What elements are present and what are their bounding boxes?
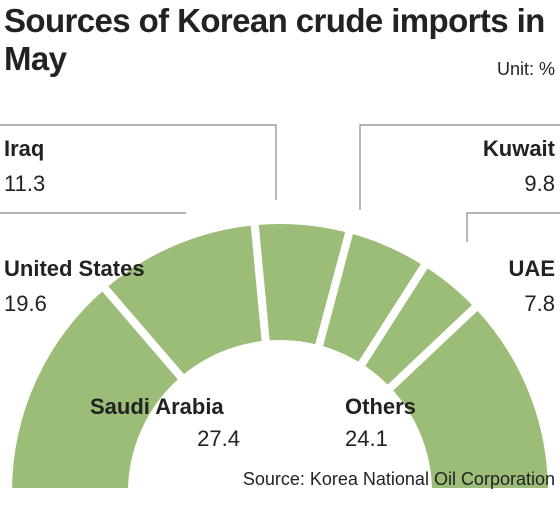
value-label: 24.1 xyxy=(345,426,388,451)
category-label: Iraq xyxy=(4,136,44,161)
value-label: 9.8 xyxy=(524,171,555,196)
category-label: Saudi Arabia xyxy=(90,394,224,419)
chart-title: Sources of Korean crude imports in May xyxy=(4,2,545,77)
wedge xyxy=(3,280,190,496)
unit: Unit: % xyxy=(497,59,555,79)
value-label: 19.6 xyxy=(4,291,47,316)
leader-line xyxy=(0,124,277,200)
category-label: Kuwait xyxy=(483,136,556,161)
leader-line xyxy=(466,212,560,242)
category-label: United States xyxy=(4,256,145,281)
value-label: 27.4 xyxy=(197,426,240,451)
value-label: 7.8 xyxy=(524,291,555,316)
source: Source: Korea National Oil Corporation xyxy=(243,469,555,489)
category-label: UAE xyxy=(509,256,555,281)
wedge xyxy=(381,299,557,496)
category-label: Others xyxy=(345,394,416,419)
value-label: 11.3 xyxy=(4,171,45,196)
leader-line xyxy=(359,124,560,210)
